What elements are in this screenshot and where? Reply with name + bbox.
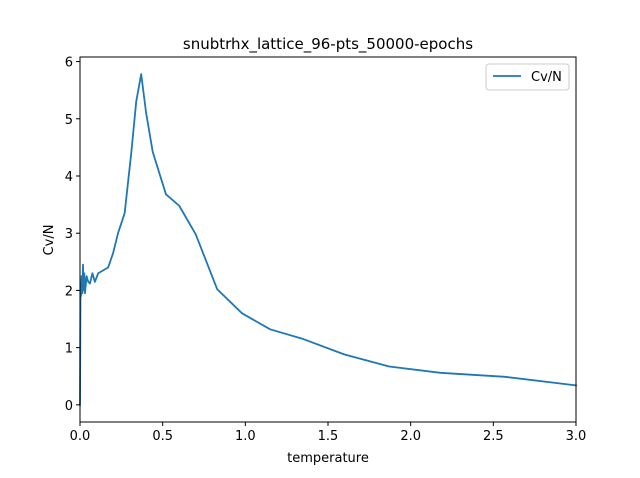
y-tick-label: 4 bbox=[65, 170, 73, 185]
y-axis-label: Cv/N bbox=[42, 225, 57, 256]
x-tick-label: 2.0 bbox=[400, 429, 421, 444]
x-tick-label: 0.5 bbox=[152, 429, 173, 444]
x-tick-label: 1.5 bbox=[318, 429, 339, 444]
plot-area: 0.0 0.5 1.0 1.5 2.0 2.5 3.0 0 1 2 3 4 5 6 bbox=[65, 56, 587, 444]
x-tick-label: 0.0 bbox=[70, 429, 91, 444]
y-tick-label: 2 bbox=[65, 284, 73, 299]
legend-label: Cv/N bbox=[531, 70, 562, 85]
y-tick-label: 1 bbox=[65, 342, 73, 357]
legend: Cv/N bbox=[485, 63, 570, 91]
x-tick-label: 1.0 bbox=[235, 429, 256, 444]
x-axis-label: temperature bbox=[287, 451, 369, 466]
series-line-0 bbox=[79, 73, 578, 406]
y-tick-label: 6 bbox=[65, 56, 73, 71]
y-tick-label: 0 bbox=[65, 399, 73, 414]
y-tick-label: 5 bbox=[65, 113, 73, 128]
chart-title: snubtrhx_lattice_96-pts_50000-epochs bbox=[183, 35, 473, 54]
x-tick-label: 2.5 bbox=[483, 429, 504, 444]
legend-box bbox=[485, 63, 570, 91]
y-tick-label: 3 bbox=[65, 227, 73, 242]
x-tick-label: 3.0 bbox=[566, 429, 587, 444]
